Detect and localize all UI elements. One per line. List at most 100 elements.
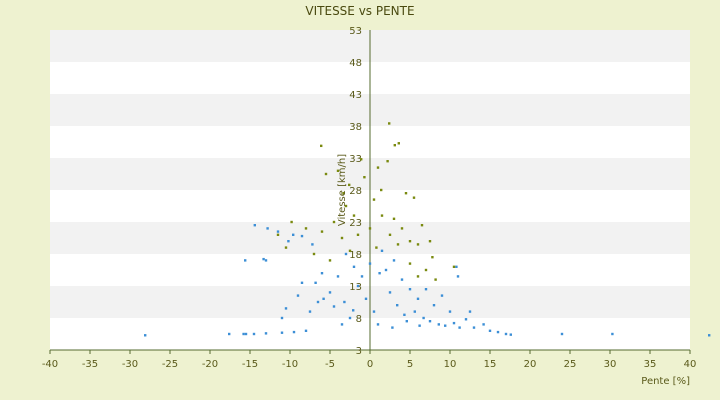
y-tick-label: 38 (349, 122, 362, 133)
data-point (405, 320, 408, 323)
data-point (413, 310, 416, 313)
data-point (363, 176, 366, 179)
data-point (348, 249, 352, 252)
data-point (380, 214, 384, 217)
data-point (292, 233, 295, 236)
data-point (611, 332, 614, 336)
data-point (496, 330, 500, 334)
x-tick-label: -20 (202, 359, 218, 370)
data-point (416, 275, 420, 278)
data-point (408, 288, 412, 291)
data-point (284, 307, 288, 310)
chart-title: VITESSE vs PENTE (305, 4, 414, 18)
data-point (311, 243, 314, 246)
data-point (391, 326, 394, 329)
data-point (328, 291, 332, 294)
y-tick-label: 43 (349, 90, 362, 101)
data-point (316, 300, 320, 304)
data-point (264, 332, 268, 335)
data-point (448, 310, 452, 313)
data-point (336, 169, 340, 172)
data-point (452, 265, 456, 268)
data-point (416, 297, 420, 300)
data-point (348, 183, 351, 187)
data-point (287, 240, 290, 243)
data-point (386, 160, 389, 163)
data-point (464, 318, 468, 321)
data-point (300, 281, 304, 284)
data-point (468, 310, 472, 313)
data-point (418, 324, 421, 327)
data-point (336, 275, 340, 278)
data-point (264, 259, 268, 262)
y-axis-title: Vitesse [km/h] (337, 154, 348, 226)
data-point (352, 265, 356, 268)
data-point (434, 278, 437, 281)
y-tick-label: 23 (349, 218, 362, 229)
data-point (412, 196, 416, 199)
series-olive-points (276, 122, 456, 281)
data-point (320, 272, 324, 275)
data-point (403, 313, 406, 316)
data-point (276, 230, 280, 233)
data-point (244, 332, 248, 336)
data-point (360, 158, 363, 161)
x-tick-label: 35 (644, 359, 657, 370)
y-tick-label: 3 (356, 346, 362, 357)
data-point (560, 332, 564, 336)
data-point (228, 332, 231, 336)
y-tick-label: 33 (349, 154, 362, 165)
data-point (244, 259, 247, 262)
data-point (348, 316, 352, 320)
data-point (393, 144, 396, 147)
data-point (472, 326, 476, 329)
data-point (266, 227, 269, 230)
y-tick-label: 53 (349, 26, 362, 37)
data-point (280, 331, 284, 334)
data-point (352, 214, 356, 217)
data-point (456, 275, 460, 278)
data-point (397, 142, 400, 145)
x-tick-label: 30 (604, 359, 617, 370)
data-point (344, 204, 348, 208)
data-point (396, 304, 399, 307)
data-point (376, 323, 380, 326)
data-point (322, 297, 325, 300)
x-tick-label: 15 (484, 359, 497, 370)
data-point (332, 305, 336, 308)
data-point (368, 262, 372, 265)
data-point (144, 334, 147, 337)
data-point (328, 259, 332, 262)
data-point (424, 268, 428, 272)
data-point (340, 236, 344, 240)
x-tick-label: 20 (524, 359, 537, 370)
data-point (404, 192, 408, 195)
data-point (420, 224, 424, 227)
data-point (312, 252, 316, 256)
data-point (488, 329, 492, 332)
data-point (482, 323, 485, 326)
x-tick-label: 25 (564, 359, 577, 370)
data-point (262, 257, 265, 261)
data-point (340, 323, 344, 326)
x-tick-label: -30 (122, 359, 138, 370)
data-point (253, 224, 256, 227)
data-point (320, 144, 323, 148)
y-tick-label: 13 (349, 282, 362, 293)
data-point (388, 291, 392, 294)
data-point (380, 249, 384, 252)
data-point (432, 304, 436, 307)
data-point (304, 227, 308, 230)
data-point (458, 326, 461, 329)
data-point (280, 316, 284, 320)
data-point (368, 227, 372, 230)
data-point (428, 320, 432, 323)
data-point (343, 300, 346, 304)
data-point (509, 333, 512, 336)
data-point (284, 246, 288, 249)
data-point (304, 329, 308, 332)
data-point (344, 252, 348, 256)
data-point (364, 297, 368, 300)
data-point (290, 220, 293, 224)
series-blue-points (144, 224, 711, 337)
